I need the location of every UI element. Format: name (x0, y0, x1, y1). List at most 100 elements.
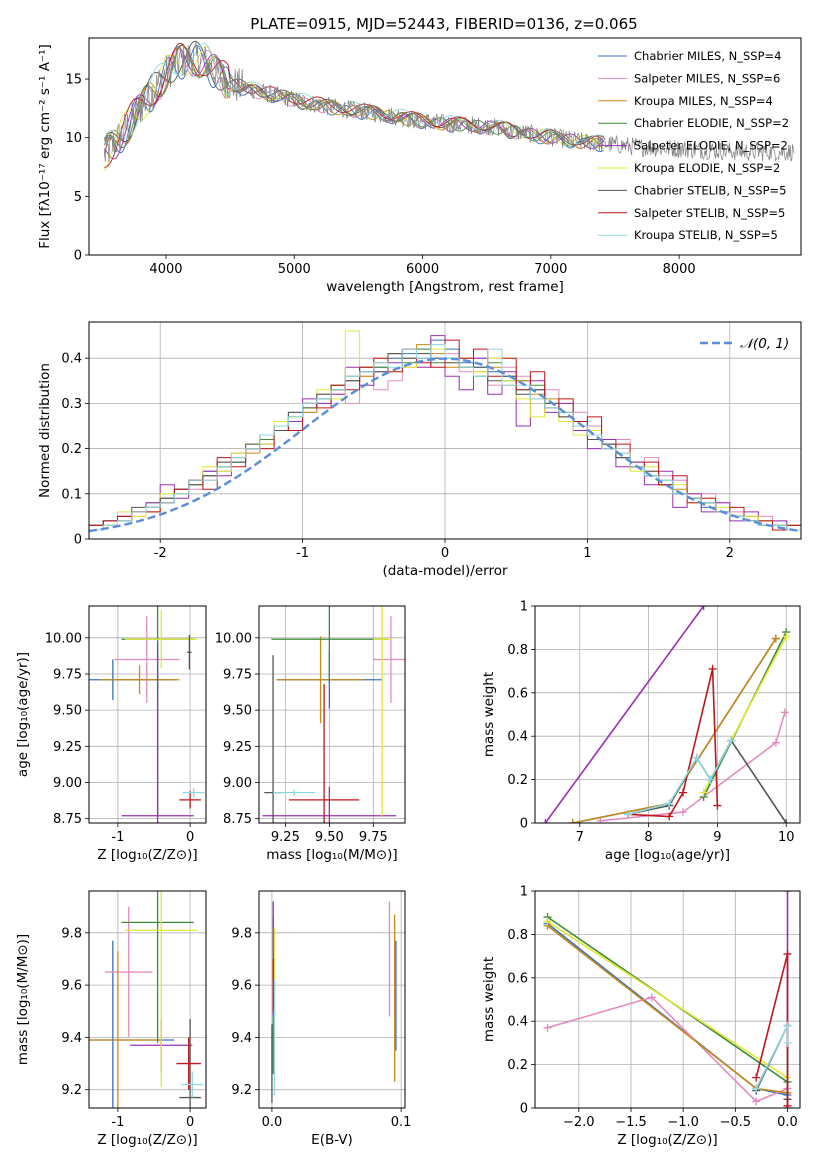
plus-marker (713, 801, 722, 810)
plus-marker (752, 1073, 761, 1082)
plus-marker (647, 993, 656, 1002)
error-bar (271, 606, 388, 683)
plus-marker (568, 819, 577, 823)
error-bar (373, 616, 405, 703)
x-tick-label: 0.0 (777, 1115, 798, 1130)
plus-marker (543, 1023, 552, 1032)
y-tick-label: 0 (74, 249, 82, 264)
legend-label: Salpeter MILES, N_SSP=6 (634, 71, 780, 85)
age-vs-metallicity-plot: -1 0 8.75 9.00 9.25 9.50 9.75 10.00 Z [log₁₀(Z/Z… (15, 605, 207, 863)
mass-weight-vs-age-plot: 7 8 9 10 0 0.2 0.4 0.6 0.8 1 age [log₁₀(age/yr)] ma… (481, 600, 801, 863)
error-bar (273, 789, 316, 796)
y-tick-label: 10.00 (215, 631, 252, 646)
y-tick-label: 9.00 (53, 776, 82, 791)
error-bar (121, 642, 194, 823)
y-tick-label: 1 (520, 885, 528, 900)
error-bar (276, 636, 365, 724)
plot-area (543, 891, 792, 1108)
axes-frame (534, 890, 801, 1109)
plot-area (89, 330, 801, 533)
x-axis-label: mass [log₁₀(M/M⊙)] (266, 847, 397, 863)
y-axis-label: mass weight (481, 957, 497, 1042)
mass-weight-line (547, 996, 788, 1103)
mass-weight-line (544, 606, 705, 823)
plus-marker (699, 606, 708, 610)
error-bar (104, 906, 153, 1038)
mass-vs-metallicity-plot: -1 0 9.2 9.4 9.6 9.8 Z [log₁₀(Z/Z⊙)] mass [log₁… (15, 890, 207, 1148)
y-tick-label: 9.6 (61, 979, 82, 994)
x-axis-label: Z [log₁₀(Z/Z⊙)] (97, 847, 197, 863)
plus-marker (782, 819, 791, 823)
y-tick-label: 0.6 (507, 686, 528, 701)
plot-area (262, 606, 405, 823)
x-tick-label: 0 (186, 1115, 194, 1130)
legend-label: Chabrier STELIB, N_SSP=5 (634, 183, 786, 197)
y-tick-label: 9.75 (53, 667, 82, 682)
plus-marker (780, 708, 789, 717)
y-tick-label: 0.8 (507, 928, 528, 943)
plus-marker (771, 738, 780, 747)
legend-label: Kroupa STELIB, N_SSP=5 (634, 228, 778, 242)
y-tick-label: 0.2 (507, 1058, 528, 1073)
error-bar (262, 786, 397, 823)
x-tick-label: −1.0 (667, 1115, 699, 1130)
plus-marker (752, 1097, 761, 1106)
y-tick-label: 0.4 (507, 1015, 528, 1030)
plus-marker (541, 819, 550, 823)
figure-title: PLATE=0915, MJD=52443, FIBERID=0136, z=0… (250, 15, 637, 33)
legend-label: 𝒩(0, 1) (740, 336, 789, 352)
plus-marker (708, 664, 717, 673)
error-bar (99, 665, 180, 695)
axes-frame (88, 890, 207, 1109)
plus-marker (699, 788, 708, 797)
error-bar (114, 616, 180, 703)
error-bar (121, 891, 194, 1043)
axes-frame (88, 321, 802, 540)
error-bar (182, 788, 205, 797)
y-tick-label: 9.25 (223, 740, 252, 755)
y-axis-label: mass [log₁₀(M/M⊙)] (15, 934, 31, 1065)
plus-marker (692, 753, 701, 762)
y-tick-label: 9.00 (223, 776, 252, 791)
error-bar (288, 684, 360, 823)
y-tick-label: 0.4 (507, 730, 528, 745)
gaussian-curve (89, 357, 801, 533)
spectrum-plot: 4000 5000 6000 7000 8000 0 5 10 15 wavelength [An… (37, 37, 802, 295)
mass-weight-line (547, 922, 788, 1096)
y-tick-label: 9.6 (231, 979, 252, 994)
y-tick-label: 0.4 (61, 352, 82, 367)
x-tick-label: 10 (778, 830, 795, 845)
x-tick-label: 4000 (149, 262, 182, 277)
plus-marker (783, 1038, 792, 1047)
residual-histogram-plot: -2 -1 0 1 2 0 0.1 0.2 0.3 0.4 (data-model)/error No… (37, 321, 802, 579)
x-axis-label: E(B-V) (311, 1132, 353, 1148)
y-tick-label: 9.4 (231, 1031, 252, 1046)
y-tick-label: 5 (74, 190, 82, 205)
plot-area (89, 891, 204, 1108)
error-bar (373, 606, 391, 816)
y-tick-label: 0 (520, 817, 528, 832)
y-tick-label: 9.50 (223, 704, 252, 719)
error-bar (181, 1071, 204, 1098)
y-axis-label: Flux [fλ10⁻¹⁷ erg cm⁻² s⁻¹ A⁻¹] (37, 44, 53, 249)
y-tick-label: 0.6 (507, 971, 528, 986)
plus-marker (783, 891, 792, 895)
x-axis-label: age [log₁₀(age/yr)] (605, 847, 730, 863)
y-tick-label: 10 (65, 131, 82, 146)
y-tick-label: 8.75 (53, 812, 82, 827)
y-tick-label: 9.25 (53, 740, 82, 755)
plus-marker (665, 812, 674, 821)
y-tick-label: 15 (65, 73, 82, 88)
legend-label: Kroupa ELODIE, N_SSP=2 (634, 161, 780, 175)
y-tick-label: 9.2 (231, 1083, 252, 1098)
plot-area (541, 606, 791, 823)
x-tick-label: 0 (186, 830, 194, 845)
legend-label: Salpeter ELODIE, N_SSP=2 (634, 139, 788, 153)
y-tick-label: 0.2 (507, 773, 528, 788)
mass-weight-line (600, 712, 786, 822)
x-tick-label: 9.50 (315, 830, 344, 845)
axes-frame (88, 605, 207, 824)
y-tick-label: 1 (520, 600, 528, 615)
mass-vs-extinction-plot: 0.0 0.1 9.2 9.4 9.6 9.8 E(B-V) (231, 890, 411, 1148)
